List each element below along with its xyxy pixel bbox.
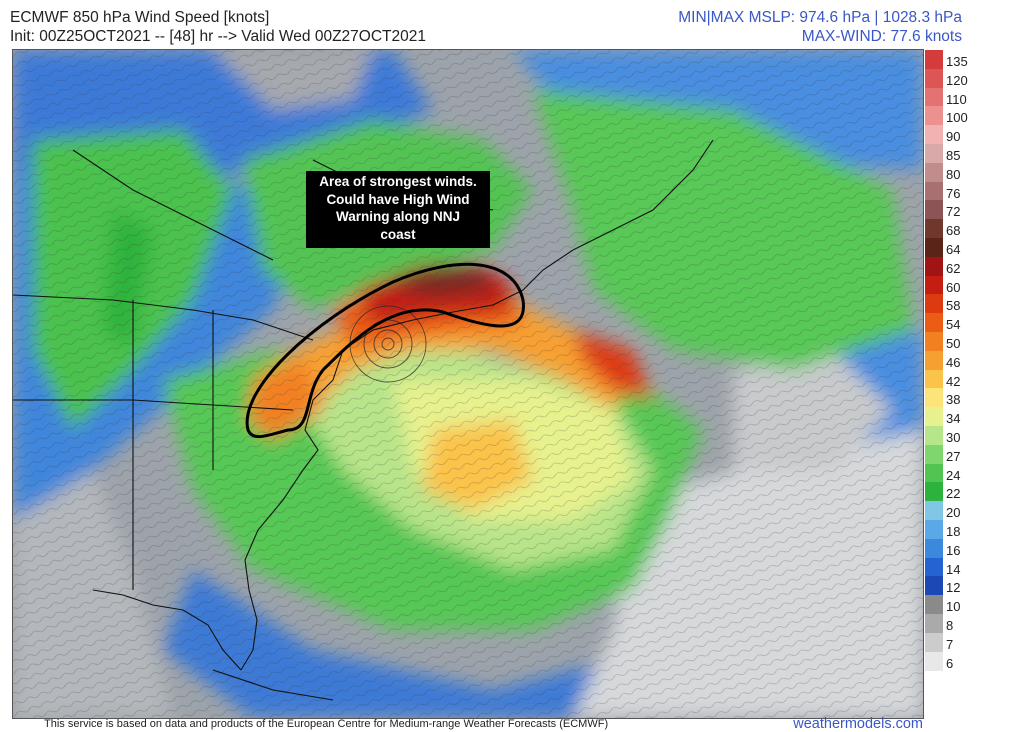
- header-left: ECMWF 850 hPa Wind Speed [knots] Init: 0…: [10, 8, 426, 46]
- colorbar-label: 46: [946, 354, 961, 370]
- colorbar-segment: [925, 501, 943, 521]
- colorbar-segment: [925, 332, 943, 352]
- header-right: MIN|MAX MSLP: 974.6 hPa | 1028.3 hPa MAX…: [678, 8, 962, 46]
- colorbar-segment: [925, 294, 943, 314]
- colorbar-segment: [925, 595, 943, 615]
- colorbar-segment: [925, 482, 943, 502]
- colorbar-label: 24: [946, 467, 961, 483]
- colorbar-segment: [925, 144, 943, 164]
- colorbar-segment: [925, 576, 943, 596]
- colorbar-label: 68: [946, 223, 961, 239]
- colorbar-segment: [925, 407, 943, 427]
- colorbar-label: 6: [946, 655, 954, 671]
- colorbar-label: 72: [946, 204, 961, 220]
- colorbar-label: 80: [946, 166, 961, 182]
- colorbar-label: 85: [946, 148, 961, 163]
- map-title: ECMWF 850 hPa Wind Speed [knots]: [10, 9, 270, 26]
- colorbar-segment: [925, 200, 943, 220]
- ecmwf-disclaimer: This service is based on data and produc…: [44, 718, 609, 730]
- colorbar-label: 135: [946, 54, 968, 69]
- colorbar-label: 18: [946, 524, 961, 539]
- colorbar-segment: [925, 87, 943, 107]
- annotation-line-2: Could have High Wind: [326, 191, 470, 207]
- colorbar-label: 120: [946, 72, 968, 88]
- colorbar-segment: [925, 238, 943, 258]
- colorbar-label: 42: [946, 373, 961, 389]
- colorbar-label: 110: [946, 91, 967, 107]
- init-valid-line: Init: 00Z25OCT2021 -- [48] hr --> Valid …: [10, 28, 426, 45]
- colorbar-label: 30: [946, 430, 961, 445]
- colorbar-segment: [925, 463, 943, 483]
- annotation-line-1: Area of strongest winds.: [319, 174, 477, 189]
- colorbar-segment: [925, 313, 943, 333]
- colorbar-label: 60: [946, 279, 961, 295]
- strongest-winds-outline: [245, 262, 525, 439]
- colorbar-label: 54: [946, 317, 961, 333]
- colorbar-segment: [925, 50, 943, 70]
- colorbar-segment: [925, 181, 943, 201]
- annotation-line-4: coast: [380, 226, 416, 242]
- colorbar-label: 62: [946, 260, 961, 276]
- colorbar-label: 27: [946, 448, 961, 464]
- colorbar-label: 10: [946, 599, 961, 615]
- colorbar-segment: [925, 444, 943, 465]
- colorbar-label: 20: [946, 505, 961, 521]
- colorbar-segment: [925, 106, 943, 126]
- colorbar-segment: [925, 426, 943, 446]
- max-wind: MAX-WIND: 77.6 knots: [801, 28, 962, 45]
- colorbar-label: 16: [946, 542, 961, 558]
- colorbar-segment: [925, 162, 943, 183]
- colorbar-segment: [925, 557, 943, 577]
- colorbar-label: 22: [946, 486, 961, 502]
- colorbar-label: 12: [946, 580, 961, 596]
- mslp-minmax: MIN|MAX MSLP: 974.6 hPa | 1028.3 hPa: [678, 9, 962, 26]
- colorbar-segment: [925, 68, 943, 89]
- colorbar-segment: [925, 125, 943, 145]
- wind-speed-colorbar: [925, 50, 943, 671]
- colorbar-label: 14: [946, 561, 961, 577]
- colorbar-segment: [925, 520, 943, 540]
- wind-speed-map: [12, 49, 924, 719]
- colorbar-label: 34: [946, 411, 961, 427]
- colorbar-label: 50: [946, 336, 961, 351]
- colorbar-segment: [925, 614, 943, 634]
- colorbar-segment: [925, 275, 943, 295]
- colorbar-label: 7: [946, 636, 954, 652]
- colorbar-segment: [925, 256, 943, 277]
- colorbar-label: 100: [946, 110, 968, 126]
- annotation-line-3: Warning along NNJ: [336, 209, 460, 224]
- colorbar-segment: [925, 538, 943, 559]
- colorbar-segment: [925, 350, 943, 371]
- brand-link[interactable]: weathermodels.com: [793, 716, 923, 732]
- colorbar-label: 76: [946, 185, 961, 201]
- colorbar-segment: [925, 369, 943, 389]
- colorbar-label: 58: [946, 298, 961, 314]
- wind-map-canvas: [13, 50, 923, 718]
- colorbar-segment: [925, 651, 943, 671]
- colorbar-label: 64: [946, 242, 961, 257]
- colorbar-label: 38: [946, 392, 961, 408]
- colorbar-label: 90: [946, 129, 961, 145]
- colorbar-segment: [925, 388, 943, 408]
- colorbar-segment: [925, 632, 943, 653]
- colorbar-label: 8: [946, 618, 954, 633]
- colorbar-segment: [925, 219, 943, 239]
- annotation-box: Area of strongest winds. Could have High…: [306, 171, 490, 248]
